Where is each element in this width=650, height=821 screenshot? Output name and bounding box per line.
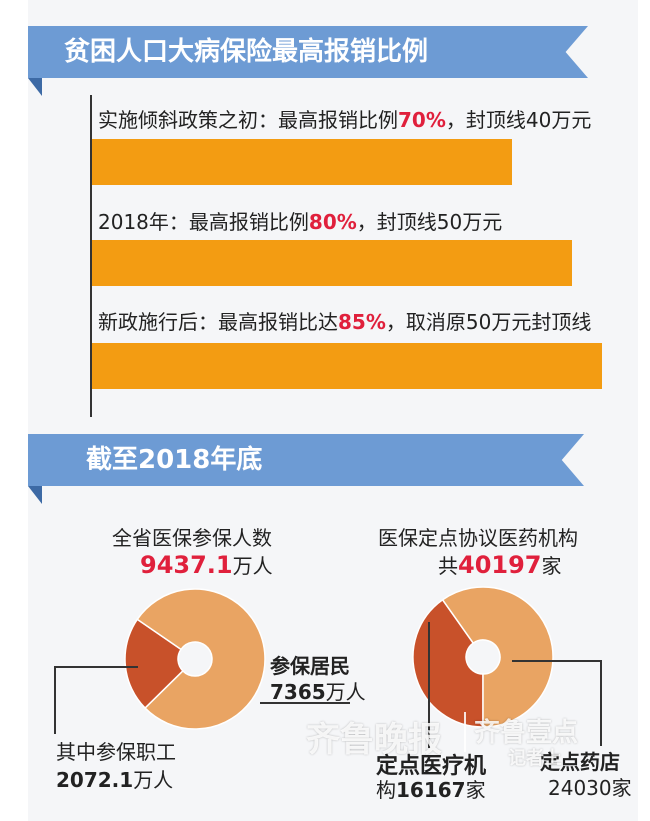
right-slice-dark-name: 定点医疗机 — [376, 754, 487, 779]
left-donut-total-unit: 万人 — [232, 554, 273, 578]
watermark-right: 齐鲁壹点 — [474, 718, 579, 748]
watermark-left: 齐鲁晚报 — [306, 720, 442, 760]
left-leader-right — [260, 702, 350, 704]
bar-stage-2 — [92, 240, 572, 286]
right-donut-slice-1 — [412, 598, 484, 728]
right-donut-title: 医保定点协议医药机构 — [378, 526, 578, 550]
left-donut-total: 9437.1万人 — [140, 550, 273, 579]
left-donut-total-value: 9437.1 — [140, 551, 233, 579]
left-slice-dark-value: 2072.1万人 — [56, 764, 173, 793]
right-slice-light-unit: 家 — [611, 776, 632, 800]
stage-3-text: 新政施行后：最高报销比达85%，取消原50万元封顶线 — [98, 306, 591, 335]
bar-stage-3 — [92, 343, 602, 389]
left-slice-dark-name: 其中参保职工 — [56, 740, 176, 764]
stage-2-suffix: ，封顶线50万元 — [356, 210, 503, 234]
right-slice-dark-number: 16167 — [396, 778, 466, 802]
bar-stage-1 — [92, 139, 512, 185]
timeline-line — [90, 95, 92, 417]
left-slice-light-value: 7365万人 — [270, 676, 366, 705]
right-donut-total: 共40197家 — [438, 550, 562, 579]
right-donut-chart — [412, 586, 554, 728]
right-slice-light-value: 24030家 — [548, 772, 632, 801]
right-leader-right-horizontal — [512, 660, 602, 662]
right-slice-dark-name2: 构 — [376, 778, 396, 802]
left-donut-chart — [124, 588, 266, 730]
watermark-divider — [464, 712, 466, 752]
stage-2-text: 2018年：最高报销比例80%，封顶线50万元 — [98, 206, 502, 235]
section2-ribbon-fold — [28, 486, 42, 504]
stage-2-pct: 80% — [308, 210, 357, 234]
right-leader-left-vertical — [428, 622, 430, 748]
section1-ribbon-fold — [28, 78, 42, 96]
section1-title: 贫困人口大病保险最高报销比例 — [64, 37, 429, 67]
section2-ribbon — [28, 434, 584, 486]
right-donut-total-unit: 家 — [541, 554, 562, 578]
left-donut-slice-2 — [136, 588, 266, 730]
left-leader-horizontal — [54, 666, 138, 668]
right-slice-dark-unit: 家 — [465, 778, 486, 802]
stage-1-prefix: 实施倾斜政策之初：最高报销比例 — [98, 108, 398, 132]
left-slice-dark-number: 2072.1 — [56, 768, 134, 792]
stage-3-pct: 85% — [338, 310, 386, 334]
section2-title: 截至2018年底 — [86, 445, 263, 475]
left-slice-light-unit: 万人 — [325, 680, 366, 704]
left-leader-vertical — [54, 666, 56, 734]
right-donut-total-prefix: 共 — [438, 554, 458, 578]
right-slice-light-number: 24030 — [548, 776, 612, 800]
section1-ribbon — [28, 26, 588, 78]
left-donut-title: 全省医保参保人数 — [112, 526, 272, 550]
stage-2-prefix: 2018年：最高报销比例 — [98, 210, 309, 234]
watermark-sub: 记者上 — [508, 748, 562, 769]
right-slice-dark-value: 构16167家 — [376, 774, 486, 803]
left-slice-dark-unit: 万人 — [133, 768, 174, 792]
stage-3-prefix: 新政施行后：最高报销比达 — [98, 310, 338, 334]
right-donut-slice-2 — [441, 586, 554, 728]
right-donut-total-value: 40197 — [458, 551, 542, 579]
stage-1-text: 实施倾斜政策之初：最高报销比例70%，封顶线40万元 — [98, 104, 591, 133]
right-leader-right-vertical — [600, 660, 602, 746]
left-slice-light-name: 参保居民 — [270, 654, 350, 678]
left-slice-light-number: 7365 — [270, 680, 326, 704]
right-slice-light-name: 定点药店 — [540, 750, 620, 774]
stage-1-pct: 70% — [398, 108, 446, 132]
stage-3-suffix: ，取消原50万元封顶线 — [385, 310, 592, 334]
stage-1-suffix: ，封顶线40万元 — [445, 108, 592, 132]
